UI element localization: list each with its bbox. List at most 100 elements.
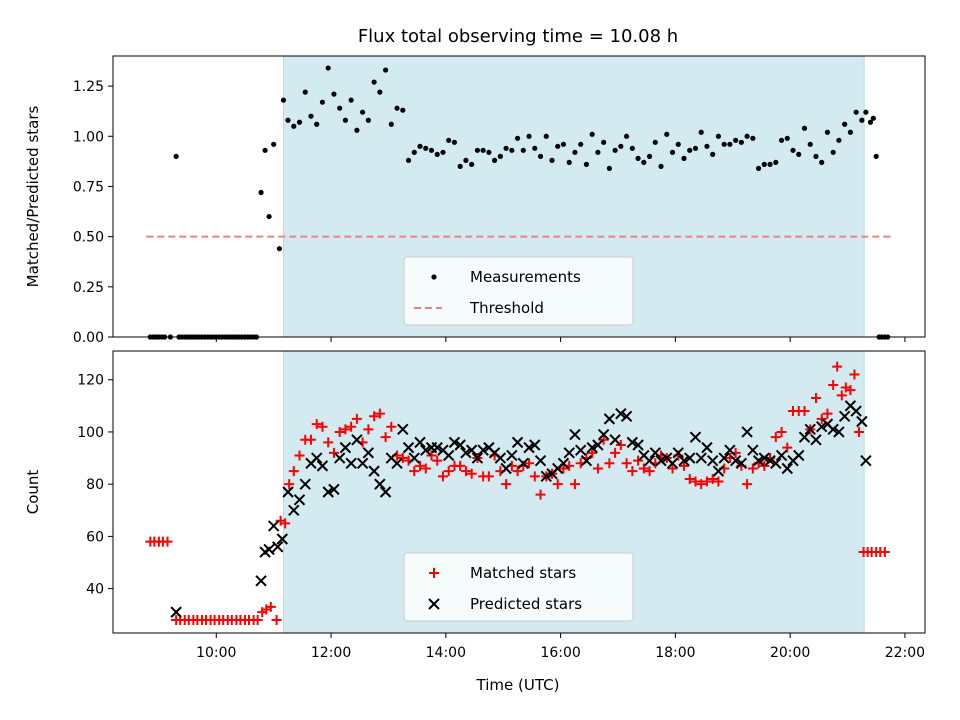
matched-star-point [397,453,408,464]
measurement-point [641,159,647,165]
predicted-star-point [500,462,512,475]
predicted-star-point [465,444,478,456]
matched-star-point [633,455,644,466]
legend-label: Matched stars [470,564,576,582]
matched-star-point [684,473,695,484]
measurement-point [440,149,446,155]
matched-star-point [776,426,787,437]
matched-star-point [621,458,632,469]
matched-star-point [747,463,758,474]
measurement-point [348,97,354,103]
measurement-point [583,161,590,167]
top-panel: 0.00 0.25 0.50 0.75 1.00 1.25 Matched/Predicte… [24,55,926,346]
measurement-point [411,149,417,155]
measurement-point [801,125,808,131]
matched-star-point [558,463,569,474]
predicted-star-point [402,441,415,454]
predicted-star-point [471,452,484,464]
bottom-y-tick-label: 60 [86,529,104,545]
predicted-star-point [574,444,587,456]
matched-star-point [598,434,609,445]
predicted-star-point [706,454,719,467]
matched-star-point [317,421,328,432]
measurement-point [853,109,859,115]
predicted-star-point [356,457,369,469]
matched-star-point [252,614,263,625]
matched-star-point [294,450,305,461]
legend-predicted-marker [428,598,440,610]
predicted-star-point [729,454,742,467]
predicted-star-point [420,444,432,456]
matched-star-point [334,426,345,437]
measurement-point [480,147,486,153]
matched-star-point [512,466,523,477]
matched-star-point [770,432,781,443]
matched-star-point [690,476,701,487]
predicted-star-point [523,441,535,454]
predicted-star-point [494,452,507,464]
measurement-point [258,189,264,196]
measurement-point [629,145,635,151]
measurement-point [537,153,544,159]
measurement-point [532,145,538,151]
predicted-star-point [741,426,753,438]
matched-star-point [742,479,753,490]
predicted-star-point [678,454,690,467]
matched-star-point [437,471,448,482]
predicted-star-point [339,441,352,454]
measurement-point [870,115,876,121]
measurement-point [761,161,767,167]
measurement-point [266,213,272,220]
predicted-star-point [534,454,547,467]
measurement-point [457,163,463,169]
measurement-point [543,133,549,139]
matched-star-point [432,455,443,466]
bottom-panel: 40 60 80 100 120 10:00 12:00 14:00 16:00 18:00 20:… [24,351,926,661]
measurement-point [382,67,389,73]
matched-star-point [455,460,466,471]
legend-label: Measurements [470,268,581,286]
measurement-point [469,161,475,167]
matched-star-point [604,458,615,469]
matched-star-point [810,393,821,403]
matched-star-point [836,390,847,401]
predicted-star-point [655,454,667,467]
measurement-point [618,143,624,149]
top-y-tick-label: 0.75 [73,179,104,195]
bottom-y-axis-label: Count [24,470,42,515]
measurement-point [681,155,687,161]
measurement-point [354,127,360,133]
predicted-star-point [860,454,872,467]
measurement-point [509,147,515,153]
measurement-point [308,113,314,119]
predicted-star-point [666,457,679,469]
matched-star-point [845,385,856,396]
legend-measurement-marker [431,274,437,280]
predicted-star-point [454,439,466,451]
measurement-point [566,159,572,165]
measurement-point [595,149,601,155]
predicted-star-point [460,447,472,459]
predicted-star-point [586,441,598,454]
matched-star-point [759,460,770,471]
matched-star-point [713,476,724,487]
matched-star-point [701,476,712,487]
measurement-point [715,133,722,139]
predicted-star-point [827,423,839,436]
predicted-star-point [684,452,696,464]
measurement-point [721,141,727,147]
bottom-legend [403,552,634,622]
measurement-point [337,105,343,111]
matched-star-point [667,463,678,474]
predicted-star-point [793,449,805,462]
predicted-star-point [414,436,426,449]
predicted-star-point [351,434,363,446]
matched-star-point [271,614,282,625]
matched-star-point [849,369,860,380]
measurement-point [578,141,584,147]
matched-star-point [832,361,843,372]
measurement-point [784,135,790,141]
matched-star-point [420,463,431,474]
measurement-point [790,147,796,153]
